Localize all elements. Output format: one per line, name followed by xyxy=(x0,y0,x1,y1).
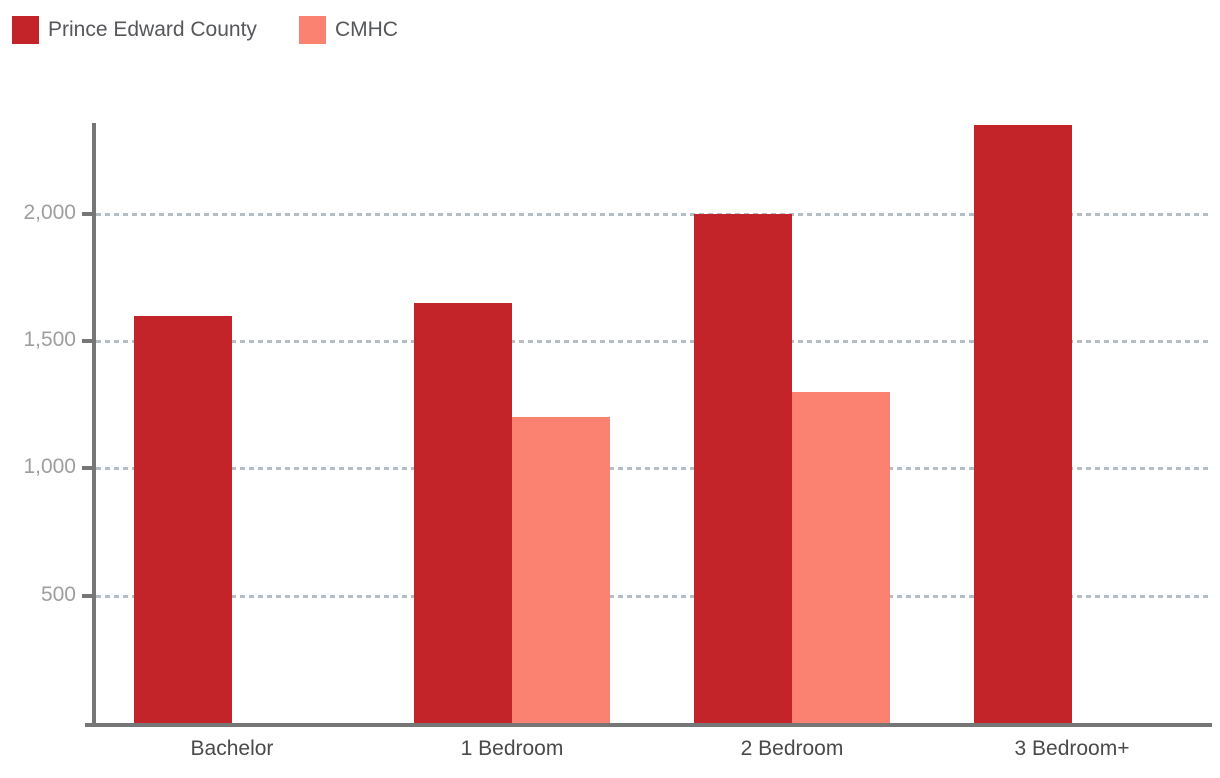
gridline xyxy=(96,594,1212,598)
legend-item-prince-edward-county[interactable]: Prince Edward County xyxy=(12,16,257,44)
bar-prince-edward-county-2-bedroom xyxy=(694,213,792,723)
x-axis-category-label: 1 Bedroom xyxy=(460,737,564,760)
legend: Prince Edward County CMHC xyxy=(12,16,398,44)
y-axis-tick xyxy=(82,593,92,598)
y-axis-tick-label: 1,500 xyxy=(23,327,76,351)
y-axis-tick xyxy=(82,466,92,471)
y-axis-tick xyxy=(82,338,92,343)
bar-prince-edward-county-3-bedroom xyxy=(974,124,1072,723)
y-axis-tick-label: 2,000 xyxy=(23,200,76,224)
legend-item-cmhc[interactable]: CMHC xyxy=(298,16,398,44)
gridline xyxy=(96,467,1212,471)
legend-swatch-prince-edward-county xyxy=(12,16,39,44)
legend-label-prince-edward-county: Prince Edward County xyxy=(48,18,257,41)
legend-swatch-cmhc xyxy=(298,16,326,44)
y-axis-tick xyxy=(82,211,92,216)
legend-label-cmhc: CMHC xyxy=(334,18,398,41)
bar-cmhc-1-bedroom xyxy=(512,417,610,723)
y-axis-tick-label: 500 xyxy=(40,582,76,606)
x-axis-category-label: Bachelor xyxy=(190,737,274,760)
x-axis-category-label: 3 Bedroom+ xyxy=(1014,737,1130,760)
bar-prince-edward-county-bachelor xyxy=(134,315,232,723)
y-axis-tick-label: 1,000 xyxy=(23,455,76,479)
x-axis-line xyxy=(85,723,1212,727)
bar-prince-edward-county-1-bedroom xyxy=(414,302,512,723)
y-axis-line xyxy=(92,123,96,723)
x-axis-category-label: 2 Bedroom xyxy=(740,737,844,760)
gridline xyxy=(96,339,1212,343)
gridline xyxy=(96,212,1212,216)
bar-cmhc-2-bedroom xyxy=(792,391,890,723)
